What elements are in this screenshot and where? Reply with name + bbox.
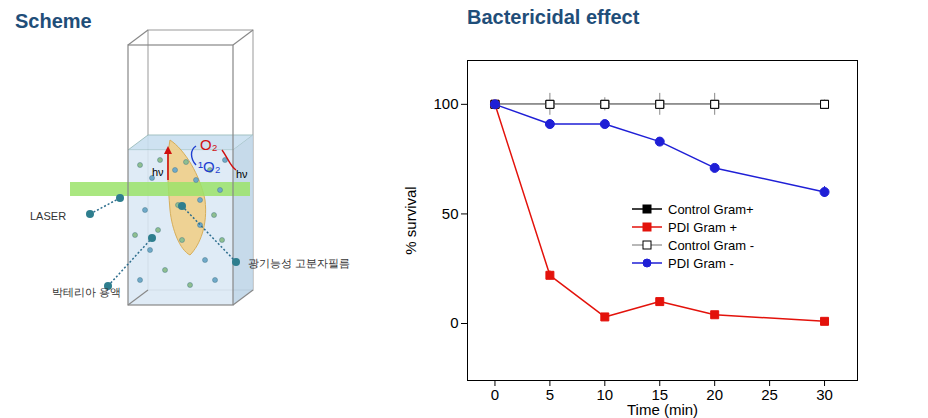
svg-text:LASER: LASER	[30, 210, 66, 222]
svg-text:¹O₂: ¹O₂	[198, 158, 221, 175]
svg-text:25: 25	[761, 386, 778, 403]
svg-text:Scheme: Scheme	[15, 10, 92, 32]
svg-text:5: 5	[546, 386, 554, 403]
svg-text:0: 0	[450, 314, 458, 331]
svg-text:광기능성 고분자필름: 광기능성 고분자필름	[248, 257, 350, 269]
html-text:PDI Gram +: PDI Gram +	[668, 219, 737, 235]
svg-text:박테리아 용액: 박테리아 용액	[52, 286, 121, 298]
html-text:PDI Gram -: PDI Gram -	[668, 255, 734, 271]
svg-text:Time (min): Time (min)	[627, 401, 698, 418]
svg-text:100: 100	[433, 95, 458, 112]
svg-text:30: 30	[816, 386, 833, 403]
svg-text:10: 10	[596, 386, 613, 403]
html-text:Control Gram -: Control Gram -	[668, 237, 754, 253]
svg-text:50: 50	[442, 205, 459, 222]
svg-text:hν: hν	[152, 166, 164, 178]
html-text:Control Gram+: Control Gram+	[668, 201, 754, 217]
svg-text:% survival: % survival	[402, 186, 419, 254]
svg-text:20: 20	[706, 386, 723, 403]
html-text:Bactericidal effect: Bactericidal effect	[467, 6, 640, 28]
svg-text:15: 15	[651, 386, 669, 404]
svg-text:O₂: O₂	[200, 136, 218, 153]
svg-text:hν: hν	[236, 168, 248, 180]
svg-text:0: 0	[491, 386, 499, 403]
